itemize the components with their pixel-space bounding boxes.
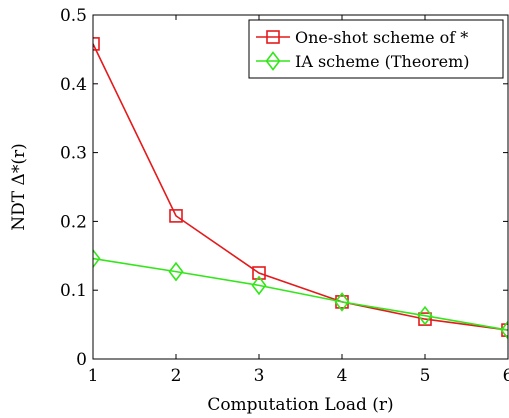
legend-item: One-shot scheme of * <box>256 28 468 47</box>
x-axis-label: Computation Load (r) <box>207 395 393 415</box>
diamond-marker <box>251 275 267 296</box>
y-tick-label: 0.2 <box>60 212 87 232</box>
legend-item: IA scheme (Theorem) <box>256 51 469 71</box>
y-tick-label: 0 <box>76 350 87 370</box>
legend-label: IA scheme (Theorem) <box>295 52 469 71</box>
x-tick-label: 4 <box>337 366 348 386</box>
y-tick-label: 0.5 <box>60 6 87 26</box>
square-marker <box>169 209 183 223</box>
diamond-marker <box>500 320 508 340</box>
y-tick-label: 0.4 <box>60 75 87 95</box>
series-layer <box>93 37 508 340</box>
square-marker <box>252 266 266 280</box>
legend-box <box>248 19 504 79</box>
legend: One-shot scheme of * IA scheme (Theorem) <box>248 19 504 79</box>
series-line <box>93 43 508 331</box>
ticks-layer: 1 2 3 4 5 6 0 0.1 0.2 0.3 0.4 0.5 <box>60 6 509 386</box>
series-line <box>93 257 508 331</box>
y-tick-label: 0.3 <box>60 144 87 164</box>
plot-frame <box>92 14 509 360</box>
x-tick-label: 5 <box>420 366 431 386</box>
x-tick-label: 1 <box>88 366 99 386</box>
diamond-marker <box>334 292 350 312</box>
y-axis-label: NDT Δ*(r) <box>9 143 29 230</box>
diamond-marker <box>93 248 101 269</box>
square-marker <box>93 37 100 51</box>
legend-square-marker <box>266 30 280 44</box>
legend-label: One-shot scheme of * <box>295 28 468 47</box>
x-tick-label: 2 <box>171 366 182 386</box>
x-tick-label: 3 <box>254 366 265 386</box>
series-2 <box>93 248 508 340</box>
diamond-marker <box>417 305 433 326</box>
y-tick-label: 0.1 <box>60 281 87 301</box>
legend-diamond-marker <box>265 51 281 71</box>
diamond-marker <box>168 261 184 282</box>
x-tick-label: 6 <box>503 366 509 386</box>
series-1 <box>93 37 508 337</box>
